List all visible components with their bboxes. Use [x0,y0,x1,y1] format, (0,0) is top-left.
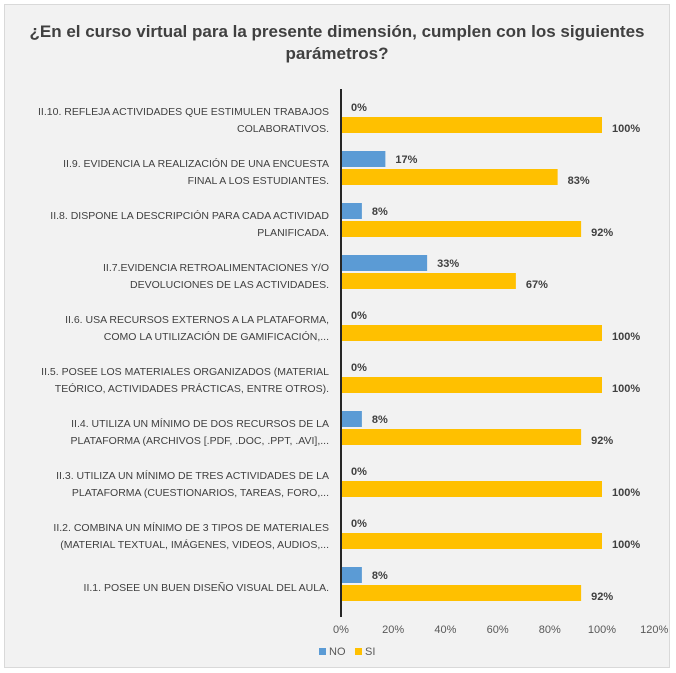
data-label-si: 100% [612,539,640,551]
data-label-si: 67% [526,279,548,291]
legend-swatch-no [319,648,326,655]
chart-title: ¿En el curso virtual para la presente di… [29,22,645,63]
x-tick-label: 60% [487,624,509,636]
category-label: COLABORATIVOS. [237,123,329,135]
bar-no [341,255,428,271]
legend-label-no: NO [329,646,346,658]
bar-si [341,169,558,185]
data-label-no: 8% [372,570,388,582]
category-label: (MATERIAL TEXTUAL, IMÁGENES, VIDEOS, AUD… [60,538,329,551]
bar-si [341,585,582,601]
x-tick-label: 100% [588,624,616,636]
x-tick-label: 20% [382,624,404,636]
category-label: II.8. DISPONE LA DESCRIPCIÓN PARA CADA A… [50,209,329,222]
category-label: COMO LA UTILIZACIÓN DE GAMIFICACIÓN,... [104,330,329,343]
bar-si [341,117,602,133]
data-label-si: 100% [612,383,640,395]
legend-label-si: SI [365,646,375,658]
data-label-si: 92% [591,591,613,603]
data-label-no: 8% [372,414,388,426]
category-label: II.5. POSEE LOS MATERIALES ORGANIZADOS (… [41,366,329,378]
data-label-no: 8% [372,206,388,218]
data-label-si: 100% [612,331,640,343]
data-label-no: 33% [437,258,459,270]
category-label: II.9. EVIDENCIA LA REALIZACIÓN DE UNA EN… [63,157,329,170]
bar-no [341,411,362,427]
category-label: II.6. USA RECURSOS EXTERNOS A LA PLATAFO… [65,314,329,326]
category-label: PLANIFICADA. [257,227,329,239]
category-label: TEÓRICO, ACTIVIDADES PRÁCTICAS, ENTRE OT… [55,382,329,395]
bar-si [341,377,602,393]
data-label-si: 100% [612,487,640,499]
bar-si [341,325,602,341]
bar-no [341,203,362,219]
bar-no [341,567,362,583]
chart-frame: ¿En el curso virtual para la presente di… [4,4,670,668]
x-tick-label: 120% [640,624,668,636]
data-label-no: 0% [351,518,367,530]
category-label: II.1. POSEE UN BUEN DISEÑO VISUAL DEL AU… [84,581,329,594]
data-label-no: 0% [351,102,367,114]
bar-no [341,151,386,167]
bar-si [341,481,602,497]
data-label-no: 17% [395,154,417,166]
bar-si [341,273,516,289]
x-tick-label: 40% [434,624,456,636]
data-label-no: 0% [351,362,367,374]
x-tick-label: 80% [539,624,561,636]
category-label: II.10. REFLEJA ACTIVIDADES QUE ESTIMULEN… [38,106,329,118]
category-label: II.3. UTILIZA UN MÍNIMO DE TRES ACTIVIDA… [56,469,329,482]
data-label-no: 0% [351,310,367,322]
data-label-si: 100% [612,123,640,135]
category-label: FINAL A LOS ESTUDIANTES. [188,175,329,187]
legend-swatch-si [355,648,362,655]
data-label-si: 83% [568,175,590,187]
bar-si [341,221,582,237]
category-label: PLATAFORMA (CUESTIONARIOS, TAREAS, FORO,… [72,487,329,499]
category-label: PLATAFORMA (ARCHIVOS [.PDF, .DOC, .PPT, … [71,435,329,447]
data-label-si: 92% [591,435,613,447]
bar-si [341,429,582,445]
category-label: II.2. COMBINA UN MÍNIMO DE 3 TIPOS DE MA… [53,521,329,534]
category-label: DEVOLUCIONES DE LAS ACTIVIDADES. [130,279,329,291]
data-label-si: 92% [591,227,613,239]
x-tick-label: 0% [333,624,349,636]
bar-chart: 0% 100% II.10. REFLEJA ACTIVIDADES QUE EST… [38,89,668,658]
category-label: II.4. UTILIZA UN MÍNIMO DE DOS RECURSOS … [71,417,329,430]
category-label: II.7.EVIDENCIA RETROALIMENTACIONES Y/O [103,262,329,274]
data-label-no: 0% [351,466,367,478]
bar-si [341,533,602,549]
